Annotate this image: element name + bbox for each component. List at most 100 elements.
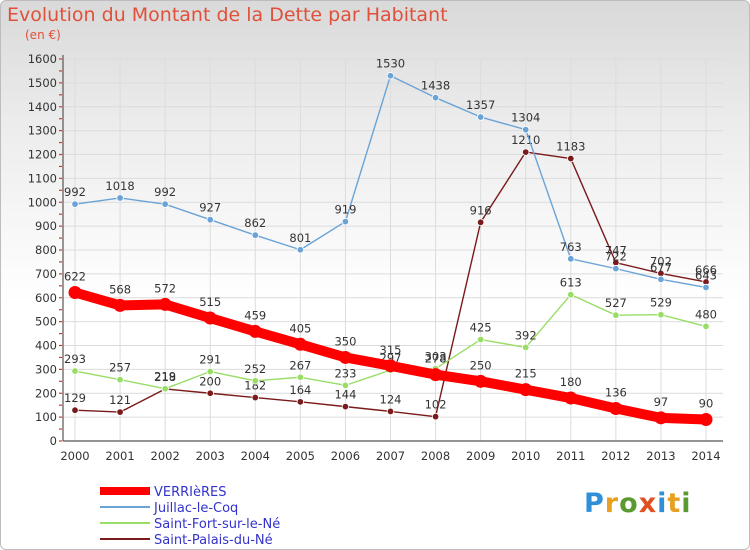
- series-1: 992 1018 992 927 862 801 919 1530 1438 1357 1304 76…: [64, 57, 717, 292]
- data-point: [116, 375, 124, 384]
- data-point: [612, 264, 620, 273]
- data-label: 992: [64, 185, 86, 199]
- logo-letter: P: [584, 488, 605, 519]
- y-tick-label: 1200: [28, 148, 57, 162]
- data-point: [161, 200, 169, 208]
- data-label: 702: [650, 254, 672, 268]
- data-point: [612, 311, 620, 319]
- data-label: 480: [695, 307, 717, 321]
- data-label: 180: [560, 375, 582, 389]
- data-label: 350: [334, 334, 356, 348]
- data-point: [564, 391, 578, 405]
- data-point: [248, 324, 262, 338]
- data-label: 97: [654, 395, 669, 409]
- data-label: 862: [244, 216, 266, 230]
- proxiti-logo: Proxiti: [584, 488, 692, 519]
- legend-entry: Saint-Palais-du-Né: [154, 533, 273, 548]
- data-label: 121: [109, 393, 131, 407]
- data-label: 919: [334, 203, 356, 217]
- data-point: [431, 93, 440, 102]
- x-tick-label: 2003: [196, 449, 225, 463]
- data-point: [431, 412, 440, 421]
- x-tick-label: 2013: [646, 449, 675, 463]
- data-label: 405: [289, 321, 311, 335]
- legend-entry: Juillac-le-Coq: [153, 501, 238, 516]
- data-label: 1438: [421, 79, 450, 93]
- data-label: 218: [154, 370, 176, 384]
- data-label: 613: [560, 276, 582, 290]
- data-label: 182: [244, 379, 266, 393]
- series-0: 622 568 572 515 459 405 350 315 278 250 215 180 136 9…: [64, 269, 713, 427]
- data-label: 215: [515, 367, 537, 381]
- data-label: 1304: [511, 111, 540, 125]
- y-tick-label: 700: [35, 267, 57, 281]
- logo-letter: i: [657, 488, 668, 519]
- y-tick-label: 100: [35, 410, 57, 424]
- data-point: [71, 406, 79, 414]
- data-point: [476, 113, 485, 121]
- data-label: 801: [289, 231, 311, 245]
- data-point: [657, 275, 665, 284]
- x-tick-label: 2001: [105, 449, 134, 463]
- y-tick-label: 1300: [28, 124, 57, 138]
- data-label: 164: [289, 383, 311, 397]
- data-label: 102: [425, 398, 447, 412]
- data-point: [116, 194, 124, 202]
- y-tick-label: 200: [35, 386, 57, 400]
- data-label: 124: [380, 392, 402, 406]
- data-point: [341, 381, 350, 390]
- x-tick-label: 2010: [511, 449, 540, 463]
- data-label: 992: [154, 185, 176, 199]
- data-point: [522, 125, 530, 134]
- data-label: 1357: [466, 98, 495, 112]
- data-label: 763: [560, 240, 582, 254]
- logo-letter: x: [638, 488, 658, 519]
- data-point: [654, 411, 668, 425]
- data-label: 515: [199, 295, 221, 309]
- data-label: 747: [605, 244, 627, 258]
- data-point: [206, 367, 214, 376]
- data-label: 622: [64, 269, 86, 283]
- logo-letter: r: [604, 488, 620, 519]
- x-tick-label: 2014: [691, 449, 720, 463]
- logo-letter: t: [667, 488, 682, 519]
- data-label: 527: [605, 296, 627, 310]
- data-point: [386, 72, 395, 80]
- data-point: [702, 283, 710, 292]
- data-point: [522, 343, 530, 352]
- data-point: [657, 311, 665, 319]
- data-point: [476, 335, 485, 344]
- chart-subtitle: (en €): [25, 28, 61, 42]
- data-point: [206, 389, 214, 397]
- data-point: [341, 217, 350, 226]
- data-point: [567, 290, 575, 299]
- data-label: 392: [515, 328, 537, 342]
- data-point: [71, 200, 79, 208]
- y-tick-label: 1000: [28, 195, 57, 209]
- x-tick-label: 2012: [601, 449, 630, 463]
- data-point: [68, 285, 82, 299]
- data-label: 278: [425, 352, 447, 366]
- data-label: 459: [244, 308, 266, 322]
- data-point: [386, 407, 395, 416]
- data-label: 568: [109, 282, 131, 296]
- x-tick-label: 2006: [331, 449, 360, 463]
- data-point: [338, 350, 352, 364]
- data-point: [251, 377, 259, 385]
- data-label: 927: [199, 201, 221, 215]
- data-label: 136: [605, 386, 627, 400]
- data-point: [474, 374, 488, 388]
- data-point: [161, 385, 169, 393]
- data-label: 1183: [556, 140, 585, 154]
- legend-entry: VERRIèRES: [154, 485, 227, 500]
- data-label: 144: [334, 388, 356, 402]
- data-label: 529: [650, 296, 672, 310]
- y-tick-label: 1500: [28, 76, 57, 90]
- data-label: 129: [64, 391, 86, 405]
- data-point: [609, 402, 623, 416]
- data-point: [293, 337, 307, 351]
- data-point: [296, 246, 305, 254]
- legend-entry: Saint-Fort-sur-le-Né: [154, 517, 280, 532]
